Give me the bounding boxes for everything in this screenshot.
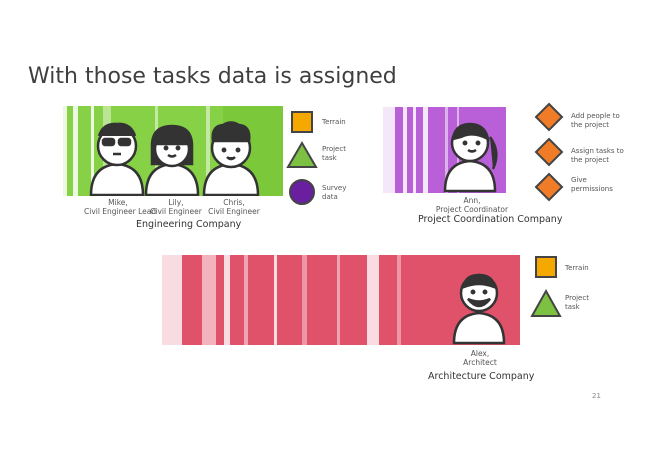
- person-role: Civil Engineer: [150, 207, 202, 216]
- terrain-square-icon: [291, 111, 313, 133]
- legend-add-people: Add people to the project: [571, 112, 620, 129]
- person-name: Mike,: [108, 198, 128, 207]
- legend-survey-data: Survey data: [322, 184, 347, 201]
- legend-assign-tasks: Assign tasks to the project: [571, 147, 624, 164]
- person-mike: Mike, Civil Engineer Lead: [84, 198, 157, 216]
- person-role: Civil Engineer: [208, 207, 260, 216]
- ann-figure: [443, 122, 498, 193]
- legend-project-task: Project task: [322, 145, 346, 162]
- project-task-triangle-icon: [530, 288, 562, 317]
- person-role: Civil Engineer Lead: [84, 207, 157, 216]
- person-name: Chris,: [223, 198, 245, 207]
- legend-terrain: Terrain: [322, 118, 346, 126]
- diamond-icon: [534, 137, 564, 167]
- diamond-icon: [534, 102, 564, 132]
- engineering-band: [63, 106, 283, 196]
- terrain-square-icon: [535, 256, 557, 278]
- person-name: Lily,: [168, 198, 184, 207]
- survey-data-circle-icon: [289, 179, 315, 205]
- person-name: Ann,: [463, 196, 481, 205]
- legend-terrain: Terrain: [565, 264, 589, 272]
- coordination-legend-icons: [534, 102, 564, 202]
- person-ann: Ann, Project Coordinator: [432, 196, 512, 214]
- architecture-company-label: Architecture Company: [428, 371, 535, 382]
- person-role: Architect: [463, 358, 497, 367]
- person-name: Alex,: [470, 349, 490, 358]
- page-number: 21: [592, 392, 601, 400]
- lily-figure: [144, 124, 200, 196]
- project-task-triangle-icon: [286, 141, 318, 168]
- chris-figure: [202, 121, 260, 196]
- mike-figure: [89, 122, 145, 196]
- legend-project-task: Project task: [565, 294, 589, 311]
- slide-title: With those tasks data is assigned: [28, 64, 397, 89]
- legend-give-permissions: Give permissions: [571, 176, 613, 193]
- person-alex: Alex, Architect: [450, 349, 510, 367]
- coordination-company-label: Project Coordination Company: [418, 214, 563, 225]
- diamond-icon: [534, 172, 564, 202]
- architecture-band: [162, 255, 520, 345]
- coordination-band: [383, 107, 506, 193]
- person-chris: Chris, Civil Engineer: [208, 198, 260, 216]
- engineering-legend-icons: [286, 111, 318, 205]
- architecture-legend-icons: [530, 256, 562, 317]
- person-role: Project Coordinator: [435, 205, 509, 214]
- engineering-company-label: Engineering Company: [136, 219, 242, 230]
- alex-figure: [452, 273, 506, 345]
- person-lily: Lily, Civil Engineer: [150, 198, 202, 216]
